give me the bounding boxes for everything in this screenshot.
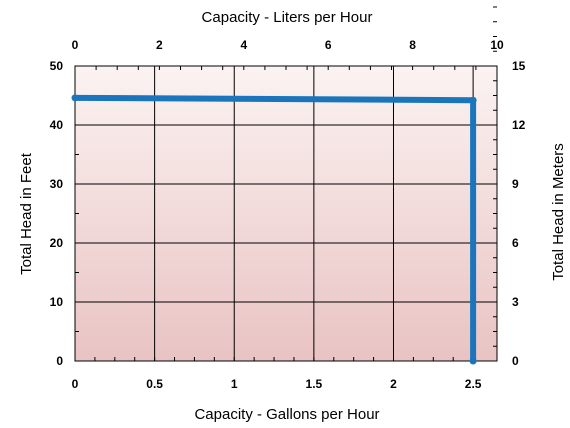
x-bottom-tick-label: 0 — [72, 377, 79, 391]
series-point — [469, 96, 477, 104]
y-right-tick-label: 0 — [512, 354, 519, 368]
y-left-tick-labels: 0 10 20 30 40 50 — [50, 59, 64, 368]
plot-background — [75, 66, 497, 361]
x-bottom-tick-label: 2 — [390, 377, 397, 391]
x-bottom-tick-labels: 0 0.5 1 1.5 2 2.5 — [72, 377, 482, 391]
x-top-tick-label: 0 — [72, 38, 79, 52]
x-top-tick-label: 6 — [325, 38, 332, 52]
y-right-tick-label: 6 — [512, 236, 519, 250]
plot-frame — [74, 65, 498, 362]
x-top-tick-label: 10 — [490, 38, 504, 52]
y-right-axis-title: Total Head in Meters — [550, 143, 567, 281]
series-point — [71, 94, 79, 102]
x-bottom-tick-label: 1 — [231, 377, 238, 391]
x-top-axis-title: Capacity - Liters per Hour — [202, 9, 373, 26]
x-top-tick-labels: 0 2 4 6 8 10 — [72, 38, 504, 52]
series-point — [469, 357, 477, 365]
y-right-tick-labels: 0 3 6 9 12 15 — [512, 59, 526, 368]
y-left-tick-label: 30 — [50, 177, 64, 191]
series-layer — [71, 94, 477, 365]
x-top-tick-label: 2 — [156, 38, 163, 52]
y-right-tick-label: 9 — [512, 177, 519, 191]
y-left-tick-label: 0 — [56, 354, 63, 368]
y-right-tick-label: 3 — [512, 295, 519, 309]
x-top-tick-label: 4 — [240, 38, 247, 52]
y-left-tick-label: 20 — [50, 236, 64, 250]
y-left-tick-label: 50 — [50, 59, 64, 73]
y-right-tick-label: 15 — [512, 59, 526, 73]
y-left-tick-label: 10 — [50, 295, 64, 309]
y-left-axis-title: Total Head in Feet — [18, 152, 35, 275]
x-top-tick-label: 8 — [409, 38, 416, 52]
x-bottom-axis-title: Capacity - Gallons per Hour — [194, 406, 379, 423]
x-bottom-tick-label: 1.5 — [306, 377, 323, 391]
y-left-tick-label: 40 — [50, 118, 64, 132]
x-bottom-tick-label: 0.5 — [146, 377, 163, 391]
x-bottom-tick-label: 2.5 — [465, 377, 482, 391]
y-right-tick-label: 12 — [512, 118, 526, 132]
